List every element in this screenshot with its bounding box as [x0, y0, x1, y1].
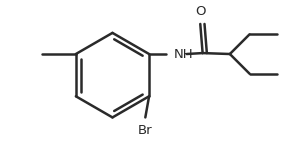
Text: NH: NH — [174, 48, 194, 60]
Text: O: O — [196, 5, 206, 18]
Text: Br: Br — [138, 124, 153, 137]
